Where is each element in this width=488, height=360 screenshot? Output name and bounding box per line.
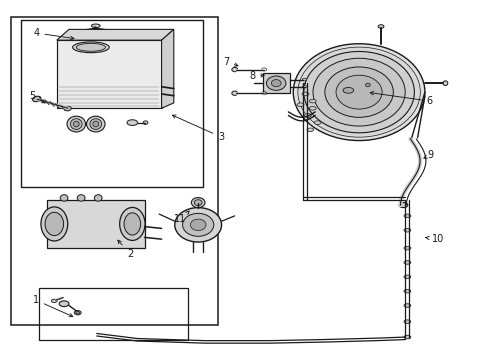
Polygon shape [57,30,173,40]
Ellipse shape [91,24,100,28]
Ellipse shape [403,304,410,307]
Circle shape [312,58,405,126]
Ellipse shape [302,86,306,88]
Text: 3: 3 [172,115,224,142]
Ellipse shape [51,299,57,302]
Ellipse shape [124,213,141,235]
Text: 11: 11 [174,211,189,224]
Ellipse shape [143,121,148,125]
Ellipse shape [403,320,410,323]
Ellipse shape [67,116,85,132]
Ellipse shape [302,92,308,96]
Circle shape [271,80,281,87]
Ellipse shape [59,301,69,307]
Ellipse shape [342,87,353,93]
Ellipse shape [403,275,410,279]
Ellipse shape [297,103,304,107]
Ellipse shape [73,121,79,127]
Circle shape [190,219,205,230]
Polygon shape [161,30,173,108]
Ellipse shape [90,119,102,130]
Ellipse shape [194,200,202,206]
Ellipse shape [377,25,383,28]
Ellipse shape [85,30,106,37]
Ellipse shape [76,43,105,51]
Ellipse shape [60,195,68,201]
Ellipse shape [231,91,237,95]
Circle shape [266,76,285,90]
Ellipse shape [442,81,447,86]
Ellipse shape [120,207,145,240]
Ellipse shape [365,83,369,87]
Ellipse shape [191,198,204,208]
Text: 10: 10 [425,234,443,244]
Ellipse shape [73,42,109,53]
Ellipse shape [403,228,410,232]
Ellipse shape [33,96,41,102]
Ellipse shape [92,32,99,36]
Ellipse shape [77,195,85,201]
Ellipse shape [306,128,313,132]
Ellipse shape [81,29,111,39]
Bar [11,17,217,325]
Circle shape [182,213,213,236]
Ellipse shape [70,119,82,130]
Circle shape [335,75,381,109]
Circle shape [174,208,221,242]
Ellipse shape [41,207,68,241]
Ellipse shape [309,107,316,110]
Bar [262,73,289,93]
Ellipse shape [403,246,410,250]
Ellipse shape [64,107,71,111]
Ellipse shape [403,289,410,293]
Text: 2: 2 [118,240,133,258]
Ellipse shape [309,99,316,103]
Text: 6: 6 [369,91,432,106]
Circle shape [293,44,424,140]
Ellipse shape [403,261,410,264]
Ellipse shape [74,311,81,315]
Bar [21,21,203,187]
Ellipse shape [127,120,138,126]
Circle shape [324,67,392,117]
Text: 4: 4 [33,28,74,40]
Circle shape [303,51,413,133]
Text: 5: 5 [29,91,45,103]
Text: 8: 8 [249,71,264,81]
Ellipse shape [302,78,306,81]
Ellipse shape [403,214,410,218]
Circle shape [297,47,420,137]
Ellipse shape [304,114,311,117]
Ellipse shape [403,335,410,339]
Bar [57,40,161,108]
Bar [39,288,188,339]
Ellipse shape [86,116,105,132]
Ellipse shape [231,67,237,72]
Ellipse shape [93,121,99,127]
Ellipse shape [398,203,407,208]
Ellipse shape [94,195,102,201]
Ellipse shape [314,121,321,125]
Text: 9: 9 [423,150,433,160]
Bar [47,200,144,248]
Text: 7: 7 [223,57,238,67]
Text: 1: 1 [33,295,73,317]
Ellipse shape [45,212,63,235]
Ellipse shape [76,311,80,314]
